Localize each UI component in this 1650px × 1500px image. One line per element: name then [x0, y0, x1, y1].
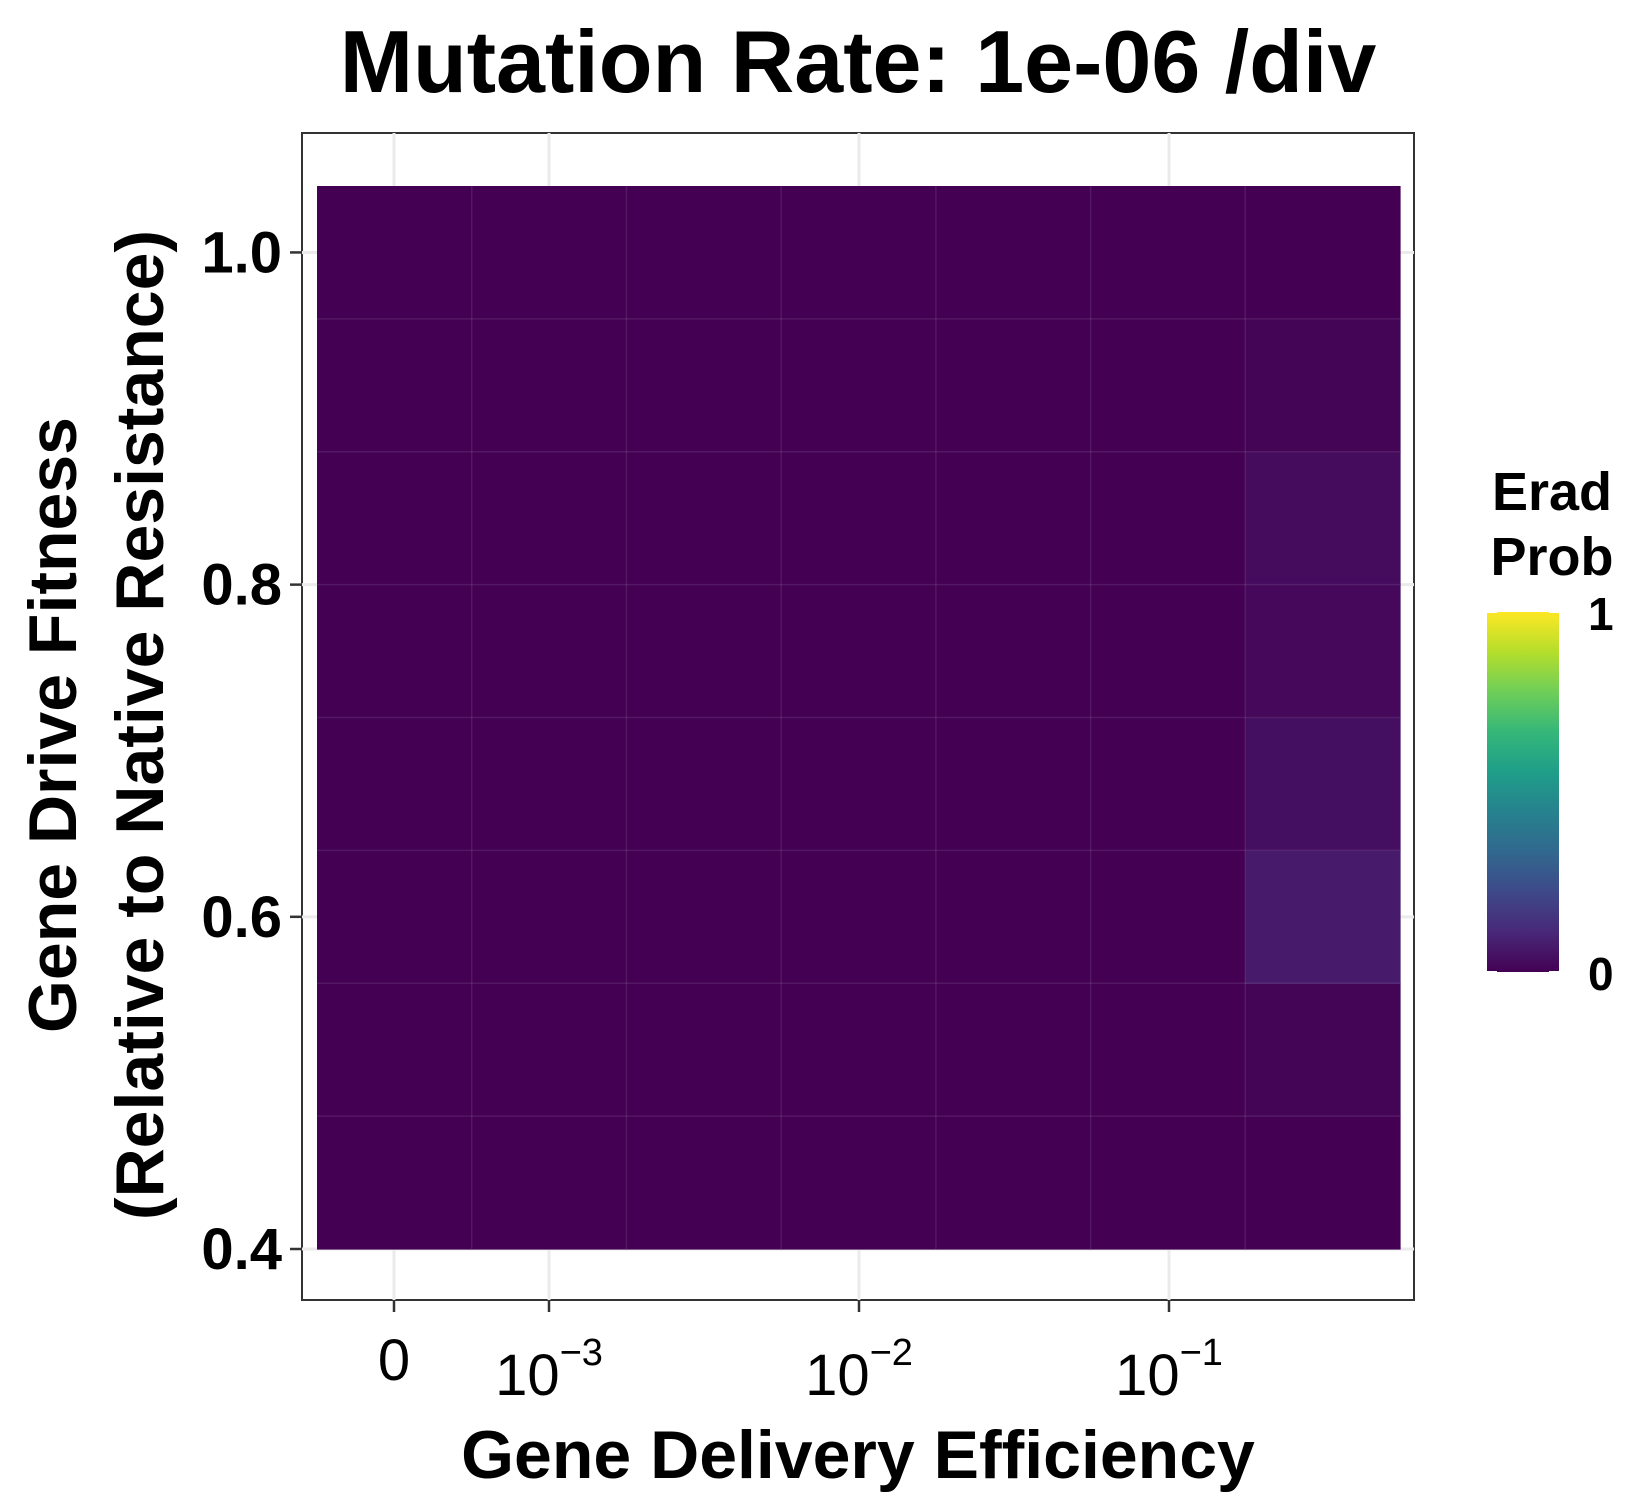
heatmap-cell: [935, 983, 1092, 1117]
heatmap-cell: [1245, 983, 1401, 1117]
heatmap-cell: [781, 318, 937, 453]
legend-colorbar: [1487, 612, 1559, 972]
heatmap-cell: [1090, 850, 1246, 984]
heatmap-cell: [317, 318, 473, 453]
heatmap-cell: [1245, 318, 1401, 453]
heatmap-cell: [626, 717, 782, 851]
heatmap-cell: [1090, 186, 1246, 320]
legend-title-line2: Prob: [1490, 527, 1613, 587]
heatmap-cell: [471, 1116, 628, 1250]
heatmap-cell: [1245, 850, 1401, 984]
heatmap-cell: [1245, 186, 1401, 320]
legend: Erad Prob 1 0: [1487, 462, 1614, 1000]
heatmap-cell: [1090, 1116, 1246, 1250]
x-axis: 0 10−3 10−2 10−1: [378, 1300, 1223, 1408]
heatmap-cell: [1090, 717, 1246, 851]
heatmap-cell: [317, 584, 473, 719]
y-axis-title-line2: (Relative to Native Resistance): [102, 230, 178, 1220]
heatmap-cell: [781, 850, 937, 984]
heatmap-cell: [781, 1116, 937, 1250]
heatmap-cell: [1090, 451, 1246, 586]
heatmap-cell: [935, 186, 1092, 320]
heatmap-cell: [317, 983, 473, 1117]
y-tick-label: 0.4: [201, 1217, 282, 1282]
legend-label-min: 0: [1588, 948, 1614, 1000]
heatmap-cell: [317, 1116, 473, 1250]
heatmap-cell: [317, 451, 473, 586]
x-tick-label: 0: [378, 1328, 410, 1393]
heatmap-cell: [781, 451, 937, 586]
heatmap-cell: [626, 1116, 782, 1250]
heatmap-cell: [471, 850, 628, 984]
heatmap-cell: [471, 983, 628, 1117]
heatmap-cell: [626, 186, 782, 320]
heatmap-cell: [1245, 584, 1401, 719]
legend-title-line1: Erad: [1492, 462, 1612, 522]
legend-label-max: 1: [1588, 588, 1614, 640]
heatmap-cell: [471, 451, 628, 586]
heatmap-cell: [471, 717, 628, 851]
heatmap-cells: [317, 186, 1401, 1250]
heatmap-cell: [1090, 318, 1246, 453]
y-tick-label: 0.8: [201, 553, 282, 618]
heatmap-cell: [935, 717, 1092, 851]
heatmap-cell: [471, 318, 628, 453]
heatmap-cell: [781, 983, 937, 1117]
heatmap-cell: [626, 983, 782, 1117]
x-tick-label: 10−1: [1115, 1332, 1223, 1408]
heatmap-cell: [1245, 451, 1401, 586]
chart-title: Mutation Rate: 1e-06 /div: [340, 12, 1377, 111]
tile-grid-overlay: [317, 186, 1400, 1249]
heatmap-cell: [935, 584, 1092, 719]
heatmap-cell: [626, 584, 782, 719]
heatmap-cell: [471, 584, 628, 719]
heatmap-cell: [781, 717, 937, 851]
heatmap-cell: [781, 584, 937, 719]
x-tick-label: 10−2: [805, 1332, 913, 1408]
y-tick-label: 0.6: [201, 885, 282, 950]
y-tick-label: 1.0: [201, 220, 282, 285]
heatmap-cell: [781, 186, 937, 320]
heatmap-cell: [935, 318, 1092, 453]
heatmap-cell: [471, 186, 628, 320]
heatmap-cell: [626, 850, 782, 984]
heatmap-cell: [1090, 584, 1246, 719]
x-tick-label: 10−3: [495, 1332, 603, 1408]
heatmap-cell: [317, 850, 473, 984]
heatmap-cell: [626, 451, 782, 586]
heatmap-cell: [317, 717, 473, 851]
heatmap-cell: [1245, 717, 1401, 851]
y-axis: 0.4 0.6 0.8 1.0: [201, 220, 302, 1282]
y-axis-title-line1: Gene Drive Fitness: [15, 417, 91, 1033]
heatmap-cell: [1245, 1116, 1401, 1250]
x-axis-title: Gene Delivery Efficiency: [461, 1417, 1255, 1493]
heatmap-cell: [1090, 983, 1246, 1117]
heatmap-cell: [935, 850, 1092, 984]
heatmap-cell: [935, 1116, 1092, 1250]
heatmap-cell: [935, 451, 1092, 586]
heatmap-cell: [626, 318, 782, 453]
heatmap-cell: [317, 186, 473, 320]
